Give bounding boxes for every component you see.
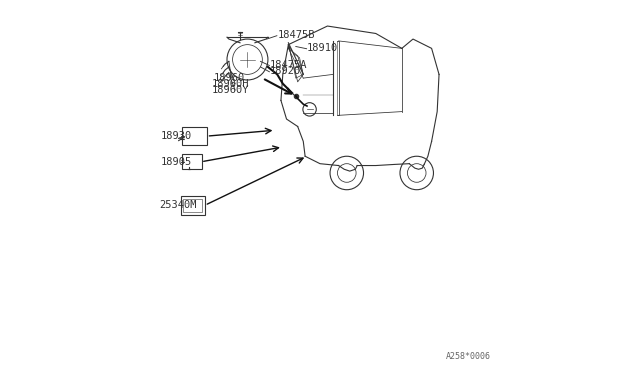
Text: 18905: 18905: [161, 157, 192, 167]
Text: 18910: 18910: [307, 44, 338, 53]
Text: 18960: 18960: [214, 73, 245, 83]
Text: 18930: 18930: [161, 131, 192, 141]
Text: 25340M: 25340M: [159, 201, 196, 210]
Text: 18475A: 18475A: [270, 60, 307, 70]
Text: 18960Y: 18960Y: [212, 85, 250, 95]
Text: A258*0006: A258*0006: [446, 352, 491, 361]
Text: 18920: 18920: [270, 67, 301, 76]
Text: 18960H: 18960H: [212, 79, 250, 89]
Text: 18475B: 18475B: [277, 31, 315, 40]
